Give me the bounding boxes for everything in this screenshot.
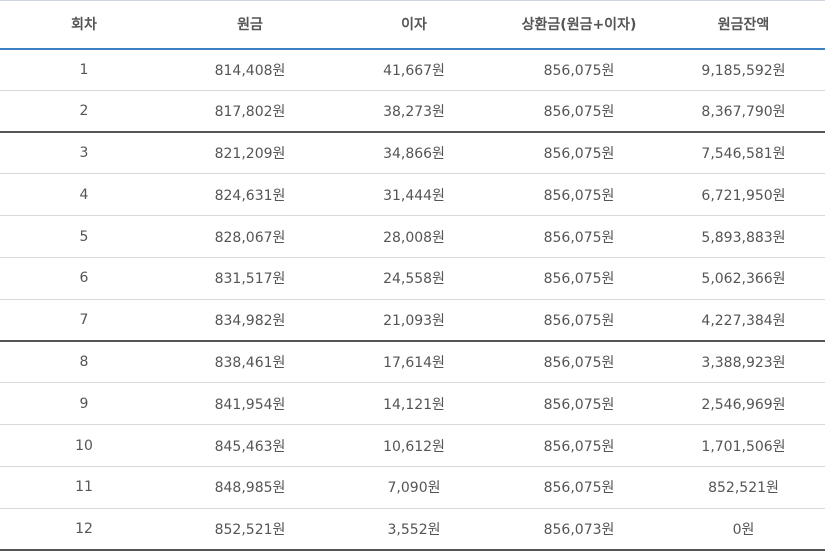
header-interest: 이자 <box>332 0 496 50</box>
cell-interest: 31,444원 <box>332 173 496 217</box>
cell-balance: 3,388,923원 <box>662 341 825 384</box>
cell-repayment: 856,073원 <box>496 508 662 552</box>
cell-balance: 4,227,384원 <box>662 299 825 343</box>
cell-principal: 841,954원 <box>168 382 332 426</box>
cell-repayment: 856,075원 <box>496 215 662 258</box>
cell-balance: 6,721,950원 <box>662 173 825 217</box>
cell-installment: 7 <box>0 299 168 343</box>
cell-principal: 834,982원 <box>168 299 332 343</box>
cell-interest: 38,273원 <box>332 90 496 134</box>
cell-repayment: 856,075원 <box>496 90 662 134</box>
header-principal: 원금 <box>168 0 332 50</box>
cell-interest: 28,008원 <box>332 215 496 258</box>
cell-balance: 1,701,506원 <box>662 424 825 467</box>
cell-installment: 1 <box>0 48 168 91</box>
cell-interest: 34,866원 <box>332 132 496 175</box>
cell-repayment: 856,075원 <box>496 382 662 426</box>
cell-repayment: 856,075원 <box>496 132 662 175</box>
cell-balance: 7,546,581원 <box>662 132 825 175</box>
cell-interest: 10,612원 <box>332 424 496 467</box>
cell-interest: 7,090원 <box>332 466 496 509</box>
cell-balance: 852,521원 <box>662 466 825 509</box>
table-row: 10 845,463원 10,612원 856,075원 1,701,506원 <box>0 424 825 467</box>
table-row: 12 852,521원 3,552원 856,073원 0원 <box>0 508 825 552</box>
cell-installment: 8 <box>0 341 168 384</box>
table-row: 1 814,408원 41,667원 856,075원 9,185,592원 <box>0 48 825 91</box>
cell-repayment: 856,075원 <box>496 341 662 384</box>
table-header-row: 회차 원금 이자 상환금(원금+이자) 원금잔액 <box>0 0 825 50</box>
cell-interest: 3,552원 <box>332 508 496 552</box>
cell-balance: 0원 <box>662 508 825 552</box>
cell-installment: 12 <box>0 508 168 552</box>
cell-balance: 8,367,790원 <box>662 90 825 134</box>
cell-installment: 2 <box>0 90 168 134</box>
table-row: 9 841,954원 14,121원 856,075원 2,546,969원 <box>0 382 825 426</box>
cell-balance: 5,062,366원 <box>662 257 825 300</box>
cell-repayment: 856,075원 <box>496 173 662 217</box>
cell-installment: 3 <box>0 132 168 175</box>
cell-principal: 828,067원 <box>168 215 332 258</box>
table-row: 6 831,517원 24,558원 856,075원 5,062,366원 <box>0 257 825 300</box>
header-installment: 회차 <box>0 0 168 50</box>
cell-interest: 21,093원 <box>332 299 496 343</box>
cell-principal: 831,517원 <box>168 257 332 300</box>
cell-repayment: 856,075원 <box>496 48 662 91</box>
table-row: 7 834,982원 21,093원 856,075원 4,227,384원 <box>0 299 825 343</box>
header-balance: 원금잔액 <box>662 0 825 50</box>
table-row: 2 817,802원 38,273원 856,075원 8,367,790원 <box>0 90 825 134</box>
cell-principal: 852,521원 <box>168 508 332 552</box>
cell-balance: 9,185,592원 <box>662 48 825 91</box>
cell-installment: 4 <box>0 173 168 217</box>
cell-balance: 5,893,883원 <box>662 215 825 258</box>
cell-repayment: 856,075원 <box>496 466 662 509</box>
cell-interest: 24,558원 <box>332 257 496 300</box>
cell-installment: 9 <box>0 382 168 426</box>
cell-principal: 838,461원 <box>168 341 332 384</box>
cell-principal: 848,985원 <box>168 466 332 509</box>
cell-principal: 814,408원 <box>168 48 332 91</box>
cell-principal: 824,631원 <box>168 173 332 217</box>
cell-installment: 6 <box>0 257 168 300</box>
cell-installment: 10 <box>0 424 168 467</box>
table-row: 4 824,631원 31,444원 856,075원 6,721,950원 <box>0 173 825 217</box>
table-row: 11 848,985원 7,090원 856,075원 852,521원 <box>0 466 825 509</box>
cell-interest: 17,614원 <box>332 341 496 384</box>
cell-repayment: 856,075원 <box>496 424 662 467</box>
cell-interest: 14,121원 <box>332 382 496 426</box>
cell-installment: 11 <box>0 466 168 509</box>
table-body: 1 814,408원 41,667원 856,075원 9,185,592원 2 817,8… <box>0 48 825 552</box>
header-repayment: 상환금(원금+이자) <box>496 0 662 50</box>
cell-repayment: 856,075원 <box>496 299 662 343</box>
table-row: 5 828,067원 28,008원 856,075원 5,893,883원 <box>0 215 825 258</box>
cell-principal: 845,463원 <box>168 424 332 467</box>
cell-interest: 41,667원 <box>332 48 496 91</box>
cell-repayment: 856,075원 <box>496 257 662 300</box>
table-row: 8 838,461원 17,614원 856,075원 3,388,923원 <box>0 341 825 384</box>
cell-installment: 5 <box>0 215 168 258</box>
cell-principal: 821,209원 <box>168 132 332 175</box>
cell-balance: 2,546,969원 <box>662 382 825 426</box>
table-row: 3 821,209원 34,866원 856,075원 7,546,581원 <box>0 132 825 175</box>
cell-principal: 817,802원 <box>168 90 332 134</box>
